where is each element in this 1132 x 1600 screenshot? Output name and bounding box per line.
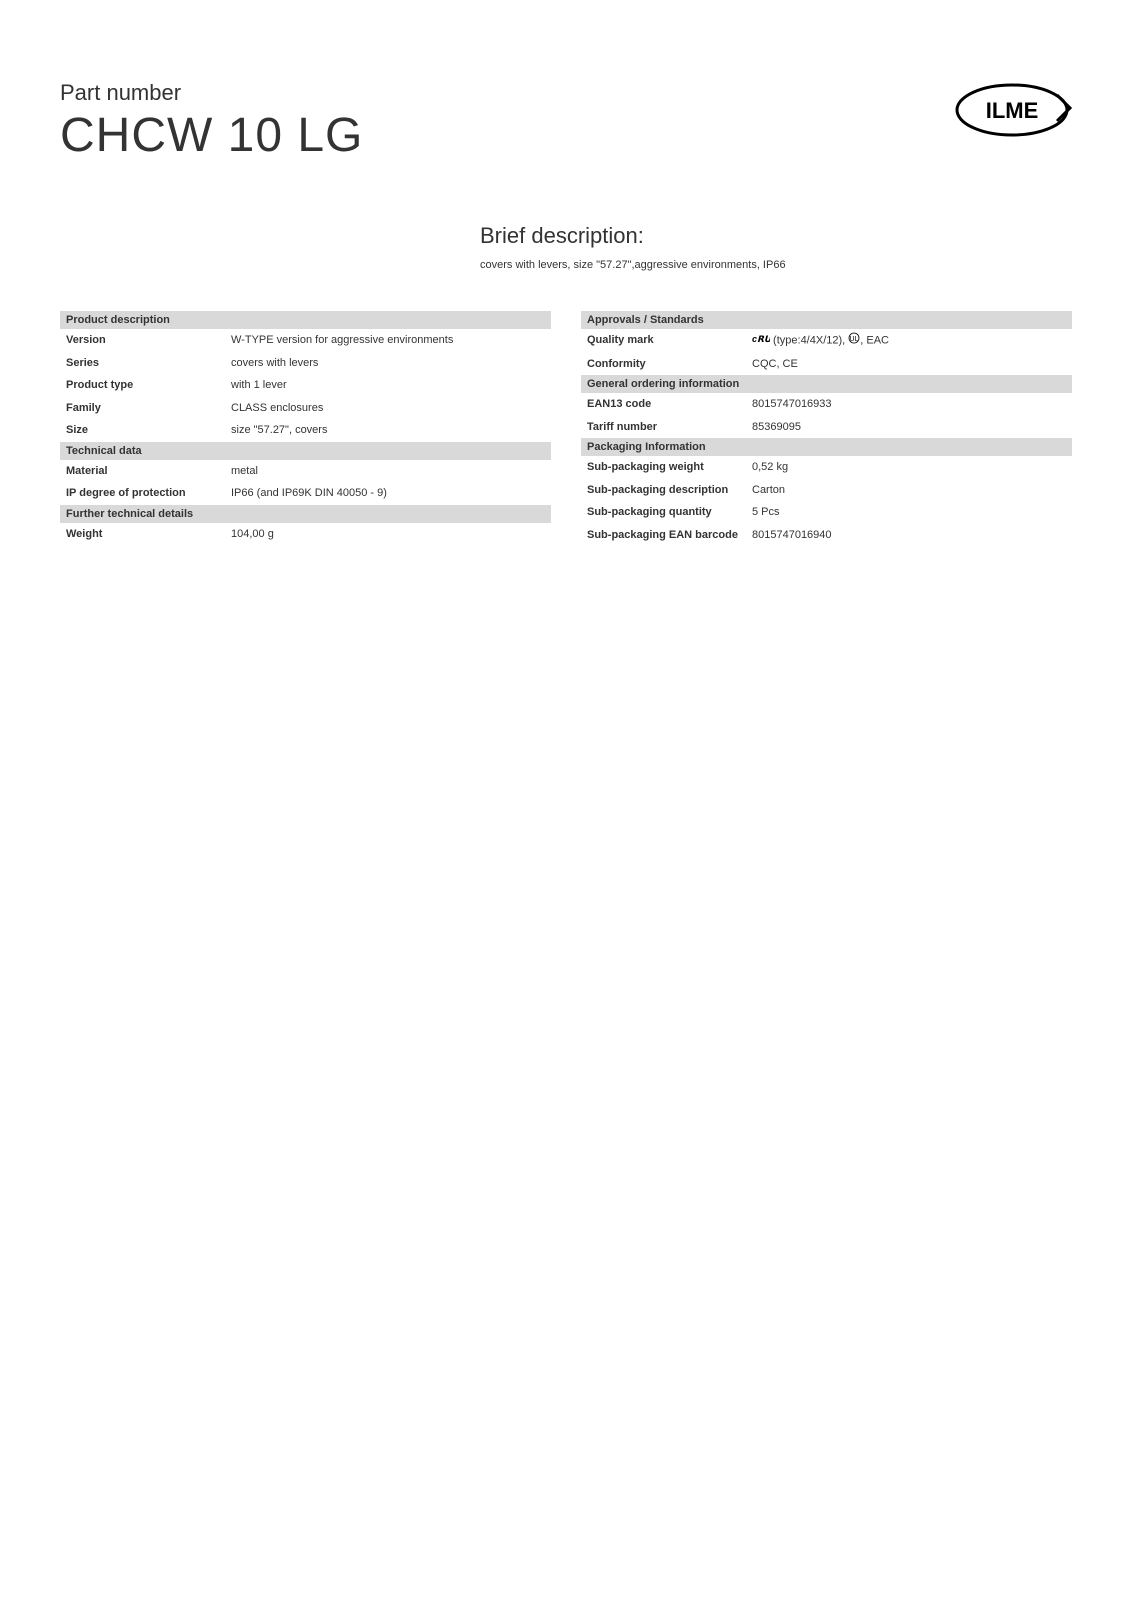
brief-title: Brief description: <box>480 223 1072 249</box>
table-row: EAN13 code 8015747016933 <box>581 393 1072 416</box>
row-label-size: Size <box>66 422 231 439</box>
row-value: covers with levers <box>231 355 545 372</box>
table-row: Material metal <box>60 460 551 483</box>
row-value: Carton <box>752 482 1066 499</box>
row-label-ean13: EAN13 code <box>587 396 752 413</box>
row-label-series: Series <box>66 355 231 372</box>
row-value: 85369095 <box>752 419 1066 436</box>
left-column: Product description Version W-TYPE versi… <box>60 311 551 546</box>
brief-text: covers with levers, size "57.27",aggress… <box>480 259 1072 271</box>
table-row: Sub-packaging EAN barcode 8015747016940 <box>581 524 1072 547</box>
row-value: 104,00 g <box>231 526 545 543</box>
section-header-technical-data: Technical data <box>60 442 551 460</box>
section-header-packaging: Packaging Information <box>581 438 1072 456</box>
row-label-ip-protection: IP degree of protection <box>66 485 231 502</box>
row-value: size "57.27", covers <box>231 422 545 439</box>
row-label-sub-qty: Sub-packaging quantity <box>587 504 752 521</box>
svg-text:ILME: ILME <box>986 98 1039 123</box>
table-row: Series covers with levers <box>60 352 551 375</box>
quality-mark-end: , EAC <box>860 335 889 347</box>
row-label-sub-desc: Sub-packaging description <box>587 482 752 499</box>
row-label-tariff: Tariff number <box>587 419 752 436</box>
part-number-label: Part number <box>60 80 363 106</box>
table-row: Tariff number 85369095 <box>581 416 1072 439</box>
part-number-value: CHCW 10 LG <box>60 108 363 163</box>
row-label-material: Material <box>66 463 231 480</box>
row-label-weight: Weight <box>66 526 231 543</box>
ul-circle-icon: UL <box>848 332 860 350</box>
table-row: Version W-TYPE version for aggressive en… <box>60 329 551 352</box>
row-label-family: Family <box>66 400 231 417</box>
row-value: IP66 (and IP69K DIN 40050 - 9) <box>231 485 545 502</box>
table-row: IP degree of protection IP66 (and IP69K … <box>60 482 551 505</box>
row-value: CLASS enclosures <box>231 400 545 417</box>
table-row: Size size "57.27", covers <box>60 419 551 442</box>
table-row: Quality mark c𝗥𝗨us (type:4/4X/12), UL , … <box>581 329 1072 353</box>
row-label-sub-barcode: Sub-packaging EAN barcode <box>587 527 752 544</box>
row-value: metal <box>231 463 545 480</box>
table-row: Sub-packaging quantity 5 Pcs <box>581 501 1072 524</box>
table-row: Product type with 1 lever <box>60 374 551 397</box>
section-header-approvals: Approvals / Standards <box>581 311 1072 329</box>
row-value: 8015747016940 <box>752 527 1066 544</box>
row-label-product-type: Product type <box>66 377 231 394</box>
table-row: Weight 104,00 g <box>60 523 551 546</box>
data-columns: Product description Version W-TYPE versi… <box>60 311 1072 546</box>
row-label-version: Version <box>66 332 231 349</box>
row-value-quality-mark: c𝗥𝗨us (type:4/4X/12), UL , EAC <box>752 332 1066 350</box>
section-header-product-description: Product description <box>60 311 551 329</box>
table-row: Family CLASS enclosures <box>60 397 551 420</box>
section-header-further-details: Further technical details <box>60 505 551 523</box>
row-label-sub-weight: Sub-packaging weight <box>587 459 752 476</box>
quality-mark-suffix: (type:4/4X/12), <box>770 335 848 347</box>
company-logo: ILME <box>952 80 1072 140</box>
row-value: CQC, CE <box>752 356 1066 373</box>
table-row: Conformity CQC, CE <box>581 353 1072 376</box>
row-label-conformity: Conformity <box>587 356 752 373</box>
section-header-ordering: General ordering information <box>581 375 1072 393</box>
table-row: Sub-packaging description Carton <box>581 479 1072 502</box>
row-value: 0,52 kg <box>752 459 1066 476</box>
row-value: 8015747016933 <box>752 396 1066 413</box>
ul-cert-icon: c𝗥𝗨us <box>752 333 770 350</box>
svg-text:UL: UL <box>850 336 859 343</box>
row-label-quality-mark: Quality mark <box>587 332 752 350</box>
row-value: W-TYPE version for aggressive environmen… <box>231 332 545 349</box>
svg-text:c𝗥𝗨us: c𝗥𝗨us <box>752 334 770 344</box>
row-value: with 1 lever <box>231 377 545 394</box>
ilme-logo-icon: ILME <box>952 80 1072 140</box>
right-column: Approvals / Standards Quality mark c𝗥𝗨us… <box>581 311 1072 546</box>
table-row: Sub-packaging weight 0,52 kg <box>581 456 1072 479</box>
row-value: 5 Pcs <box>752 504 1066 521</box>
page-header: Part number CHCW 10 LG ILME <box>60 80 1072 163</box>
brief-description-section: Brief description: covers with levers, s… <box>480 223 1072 271</box>
header-left: Part number CHCW 10 LG <box>60 80 363 163</box>
